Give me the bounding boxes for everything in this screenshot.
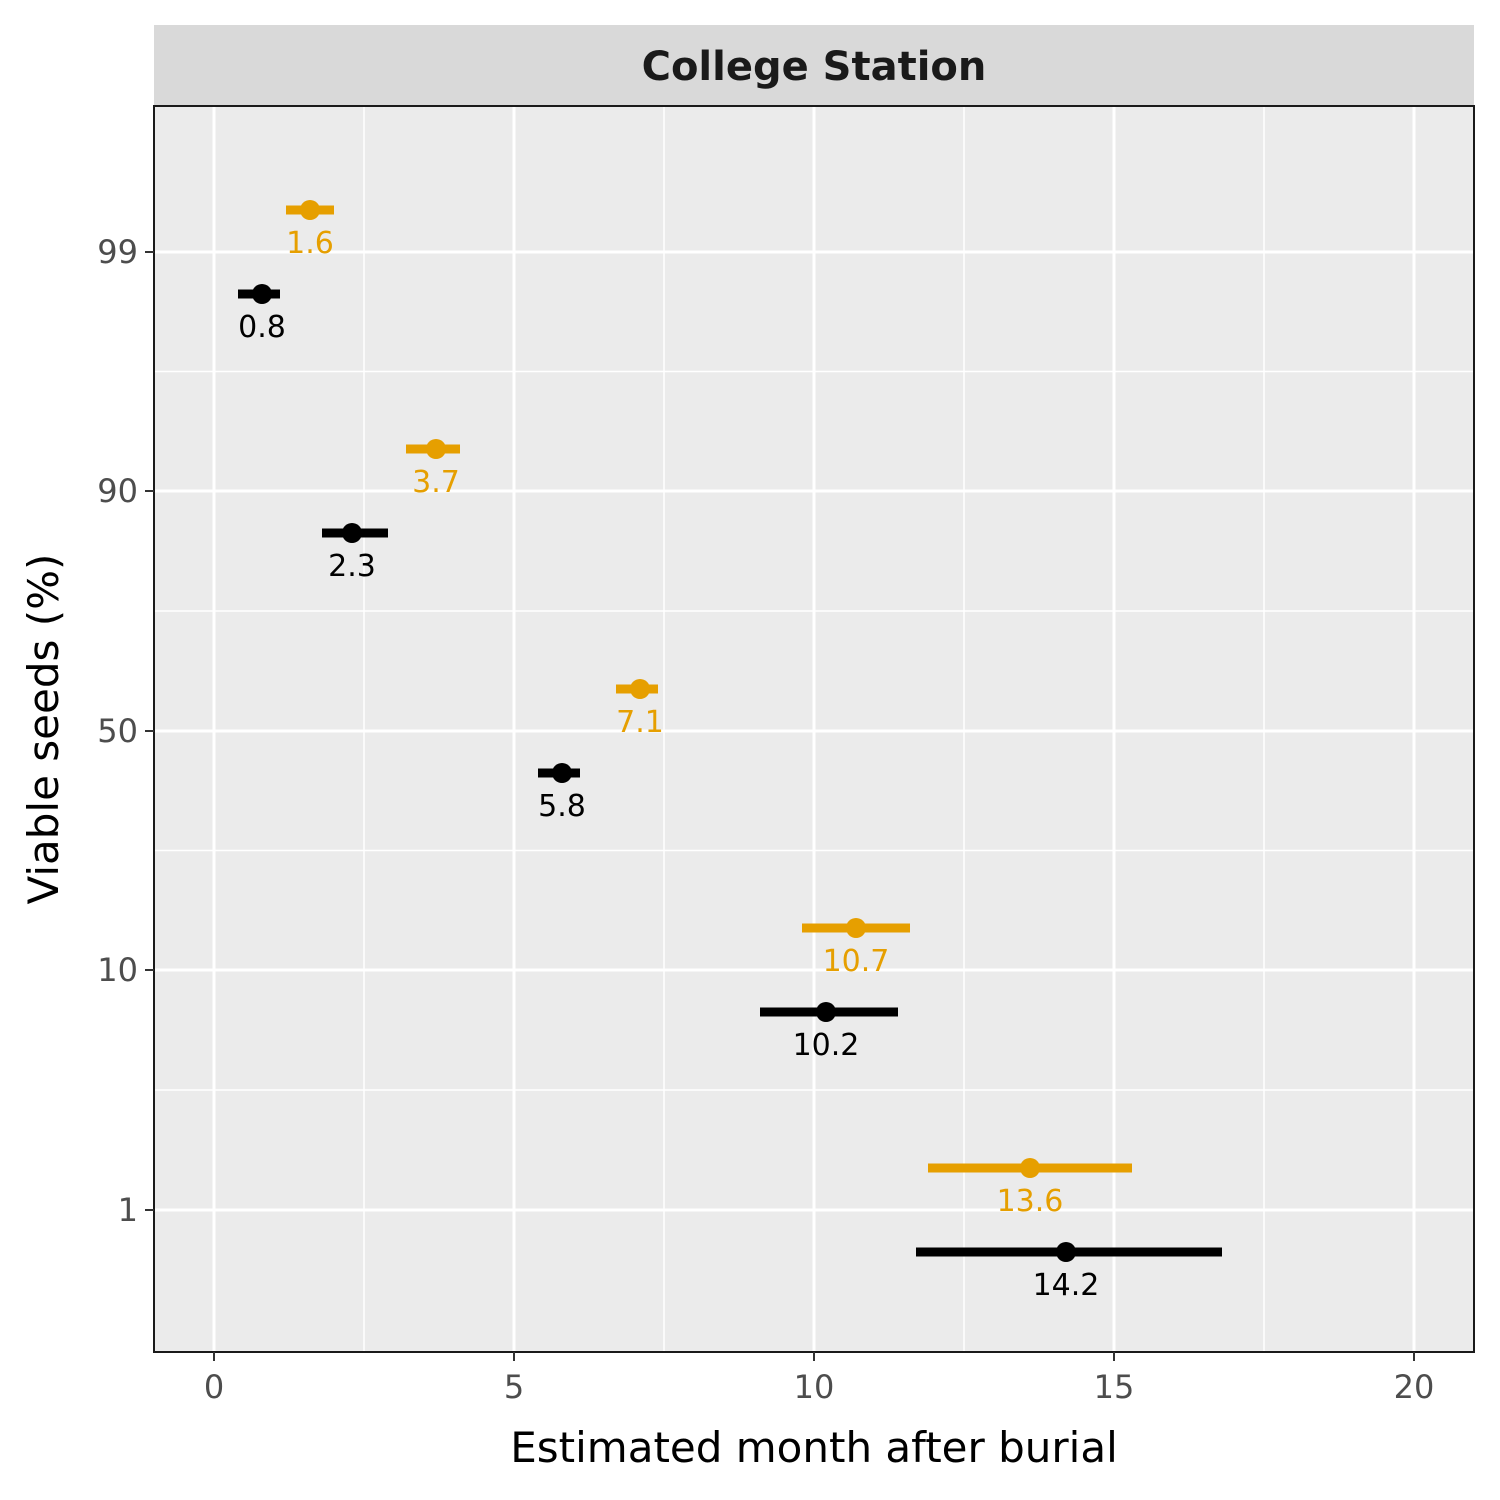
x-tick-label: 5 xyxy=(504,1368,524,1406)
data-point xyxy=(552,763,572,783)
data-label: 10.2 xyxy=(793,1028,860,1063)
y-tick-label: 90 xyxy=(97,472,138,510)
data-label: 5.8 xyxy=(538,789,586,824)
data-label: 2.3 xyxy=(328,549,376,584)
data-label: 14.2 xyxy=(1033,1268,1100,1303)
y-axis-title: Viable seeds (%) xyxy=(19,554,68,905)
y-tick-label: 50 xyxy=(97,712,138,750)
data-point xyxy=(252,284,272,304)
data-label: 1.6 xyxy=(286,226,334,261)
data-point xyxy=(342,523,362,543)
y-tick-label: 1 xyxy=(118,1191,138,1229)
series-0: 1.6 3.7 7.1 10.7 13.6 xyxy=(286,200,1132,1219)
data-point xyxy=(1020,1158,1040,1178)
x-axis-title: Estimated month after burial xyxy=(510,1423,1118,1472)
x-tick-label: 15 xyxy=(1094,1368,1135,1406)
data-label: 0.8 xyxy=(238,310,286,345)
data-label: 3.7 xyxy=(412,465,460,500)
series-layer: 1.6 3.7 7.1 10.7 13.6 0.8 2.3 5.8 10.2 14.2 xyxy=(238,200,1222,1303)
series-1: 0.8 2.3 5.8 10.2 14.2 xyxy=(238,284,1222,1303)
x-tick-label: 20 xyxy=(1394,1368,1435,1406)
facet-title: College Station xyxy=(642,44,987,90)
data-label: 7.1 xyxy=(616,705,664,740)
x-tick-label: 0 xyxy=(204,1368,224,1406)
data-point xyxy=(816,1002,836,1022)
data-label: 13.6 xyxy=(997,1184,1064,1219)
data-point xyxy=(630,679,650,699)
grid xyxy=(154,106,1474,1352)
facet-strip xyxy=(154,25,1474,106)
y-axis: 99 90 50 10 1 xyxy=(97,233,154,1229)
data-point xyxy=(426,439,446,459)
data-label: 10.7 xyxy=(823,944,890,979)
x-axis: 0 5 10 15 20 xyxy=(204,1352,1435,1406)
y-tick-label: 10 xyxy=(97,951,138,989)
data-point xyxy=(300,200,320,220)
data-point xyxy=(846,918,866,938)
y-tick-label: 99 xyxy=(97,233,138,271)
x-tick-label: 10 xyxy=(794,1368,835,1406)
data-point xyxy=(1056,1242,1076,1262)
